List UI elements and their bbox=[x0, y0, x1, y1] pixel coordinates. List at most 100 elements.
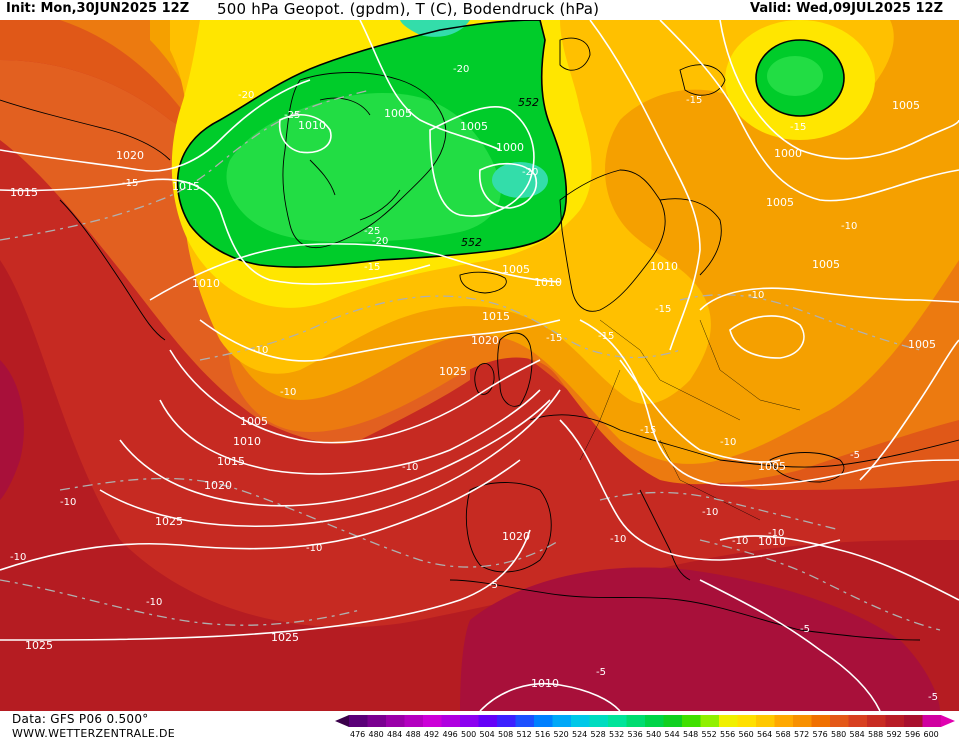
colorbar-tick-label: 496 bbox=[443, 730, 458, 739]
temp-contours bbox=[0, 89, 941, 631]
fill-cyan-core bbox=[492, 162, 548, 198]
colorbar-swatch bbox=[885, 715, 904, 727]
colorbar-swatch bbox=[848, 715, 867, 727]
colorbar-swatch bbox=[441, 715, 460, 727]
colorbar-swatch bbox=[404, 715, 423, 727]
colorbar-swatch bbox=[478, 715, 497, 727]
colorbar-tick-label: 572 bbox=[794, 730, 809, 739]
colorbar-tick-label: 504 bbox=[480, 730, 495, 739]
isobar-label: 1020 bbox=[116, 149, 144, 162]
colorbar-swatch bbox=[552, 715, 571, 727]
isobar-label: 1005 bbox=[502, 263, 530, 276]
isobar-label: 1020 bbox=[502, 530, 530, 543]
temp-label: -5 bbox=[850, 450, 860, 461]
colorbar-tick-label: 528 bbox=[591, 730, 606, 739]
colorbar-tick-label: 488 bbox=[406, 730, 421, 739]
colorbar-tick-label: 600 bbox=[924, 730, 939, 739]
temp-label: -10 bbox=[702, 507, 718, 518]
colorbar-swatch bbox=[811, 715, 830, 727]
fill-crimson-west bbox=[0, 360, 24, 500]
colorbar-swatch bbox=[497, 715, 516, 727]
temp-label: -10 bbox=[60, 497, 76, 508]
colorbar-tick-label: 596 bbox=[905, 730, 920, 739]
isobar-label: 1005 bbox=[812, 258, 840, 271]
colorbar-tick-label: 532 bbox=[609, 730, 624, 739]
fill-cyan-top bbox=[400, 20, 470, 37]
colorbar-tick-label: 544 bbox=[665, 730, 680, 739]
colorbar-swatch bbox=[719, 715, 738, 727]
isobar-label: 1005 bbox=[384, 107, 412, 120]
colorbar-tick-label: 580 bbox=[831, 730, 846, 739]
fill-green-inner bbox=[226, 93, 501, 243]
temp-label: -15 bbox=[546, 333, 562, 344]
colorbar-swatch bbox=[700, 715, 719, 727]
temp-label: -20 bbox=[453, 64, 469, 75]
temp-label: -20 bbox=[372, 236, 388, 247]
colorbar-swatch bbox=[867, 715, 886, 727]
colorbar-swatch bbox=[904, 715, 923, 727]
isobar-label: 1020 bbox=[471, 334, 499, 347]
temp-label: -15 bbox=[790, 122, 806, 133]
temp-label: -15 bbox=[598, 331, 614, 342]
colorbar-swatch bbox=[645, 715, 664, 727]
isobars bbox=[0, 20, 959, 711]
isobar-label: 1015 bbox=[482, 310, 510, 323]
colorbar-swatch bbox=[608, 715, 627, 727]
colorbar-tick-label: 568 bbox=[776, 730, 791, 739]
temp-label: -25 bbox=[364, 226, 380, 237]
temp-label: -20 bbox=[522, 167, 538, 178]
map-footer: Data: GFS P06 0.500° WWW.WETTERZENTRALE.… bbox=[0, 711, 959, 741]
temp-label: -10 bbox=[252, 345, 268, 356]
colorbar-tick-label: 556 bbox=[720, 730, 735, 739]
colorbar-swatch bbox=[774, 715, 793, 727]
fill-crimson-med bbox=[460, 567, 940, 711]
colorbar-swatch bbox=[922, 715, 941, 727]
colorbar-swatch bbox=[626, 715, 645, 727]
isobar-label: 1020 bbox=[204, 479, 232, 492]
temp-label: -10 bbox=[306, 543, 322, 554]
isobar-label: 1010 bbox=[298, 119, 326, 132]
website-credit: WWW.WETTERZENTRALE.DE bbox=[12, 727, 175, 740]
colorbar-swatch bbox=[589, 715, 608, 727]
colorbar-tick-label: 536 bbox=[628, 730, 643, 739]
isobar-label: 1010 bbox=[650, 260, 678, 273]
temp-label: -15 bbox=[364, 262, 380, 273]
data-source: Data: GFS P06 0.500° bbox=[12, 712, 149, 726]
isobar-label: 1005 bbox=[908, 338, 936, 351]
isobar-label: 1005 bbox=[766, 196, 794, 209]
temp-label: -10 bbox=[768, 528, 784, 539]
temp-label: -5 bbox=[596, 667, 606, 678]
isobar-label: 1015 bbox=[172, 180, 200, 193]
isobar-label: 1000 bbox=[774, 147, 802, 160]
colorbar-tick-label: 480 bbox=[369, 730, 384, 739]
coastlines bbox=[0, 37, 959, 641]
colorbar-swatch bbox=[793, 715, 812, 727]
isobar-label: 1025 bbox=[155, 515, 183, 528]
temp-label: -10 bbox=[748, 290, 764, 301]
temp-label: -15 bbox=[686, 95, 702, 106]
colorbar-tick-label: 492 bbox=[424, 730, 439, 739]
isobar-label: 1010 bbox=[531, 677, 559, 690]
colorbar-swatch bbox=[386, 715, 405, 727]
colorbar-tick-label: 484 bbox=[387, 730, 402, 739]
colorbar-tick-label: 584 bbox=[850, 730, 865, 739]
colorbar-swatch bbox=[534, 715, 553, 727]
colorbar-swatch bbox=[571, 715, 590, 727]
colorbar-tick-label: 524 bbox=[572, 730, 587, 739]
isobar-label: 1025 bbox=[439, 365, 467, 378]
colorbar-tick-label: 576 bbox=[813, 730, 828, 739]
temp-label: -5 bbox=[800, 624, 810, 635]
colorbar-swatch bbox=[682, 715, 701, 727]
temp-label: -10 bbox=[841, 221, 857, 232]
temp-label: -10 bbox=[146, 597, 162, 608]
temp-label: -10 bbox=[732, 536, 748, 547]
isobar-label: 1010 bbox=[534, 276, 562, 289]
isobar-label: 1010 bbox=[192, 277, 220, 290]
colorbar-left-arrow bbox=[335, 715, 349, 727]
fill-greenline-552 bbox=[176, 20, 568, 268]
isobar-label: 1010 bbox=[233, 435, 261, 448]
temp-label: -10 bbox=[610, 534, 626, 545]
isobar-label: 1025 bbox=[271, 631, 299, 644]
colorbar-swatch bbox=[423, 715, 442, 727]
borders bbox=[579, 319, 801, 521]
